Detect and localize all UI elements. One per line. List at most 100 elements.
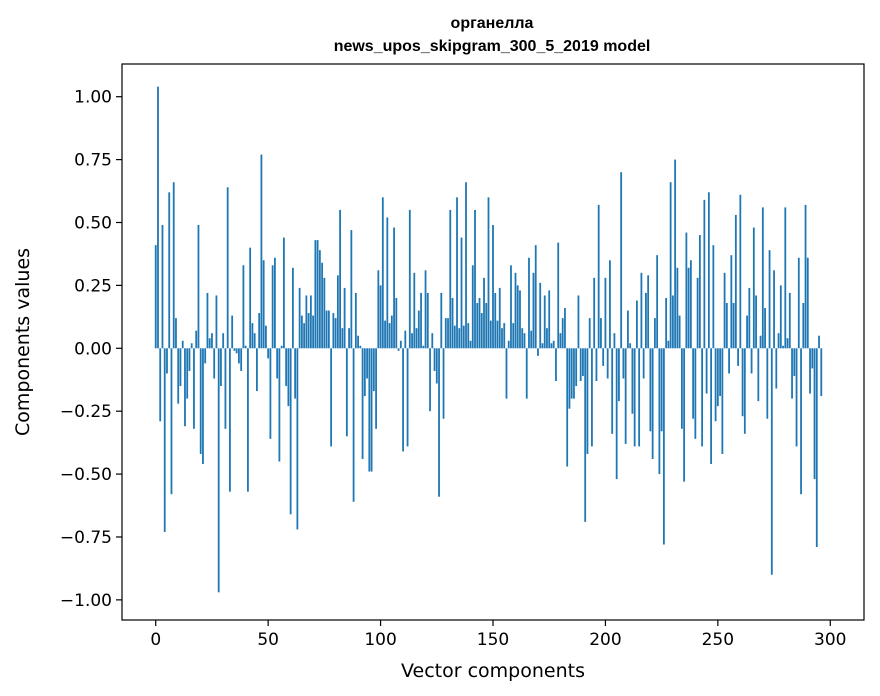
- y-tick-label-3: −0.25: [60, 402, 112, 422]
- bar-component-162: [519, 290, 521, 349]
- bar-component-51: [269, 348, 272, 439]
- bar-component-146: [483, 277, 485, 349]
- bar-component-150: [492, 225, 494, 349]
- bar-component-118: [420, 292, 422, 349]
- bar-component-13: [184, 348, 186, 427]
- chart-subtitle: news_upos_skipgram_300_5_2019 model: [334, 38, 651, 55]
- bar-component-269: [759, 335, 762, 349]
- bar-component-37: [238, 348, 240, 364]
- bar-component-250: [716, 348, 719, 407]
- bar-component-88: [352, 348, 355, 502]
- bar-component-136: [460, 237, 463, 349]
- bar-component-237: [687, 267, 690, 349]
- bar-component-155: [503, 323, 506, 349]
- bar-component-272: [766, 348, 769, 419]
- bar-component-62: [294, 348, 297, 399]
- bar-component-193: [588, 318, 591, 349]
- x-tick-label-6: 300: [814, 630, 846, 650]
- bar-component-59: [287, 348, 290, 407]
- bar-component-219: [647, 275, 650, 349]
- bar-component-15: [188, 348, 191, 371]
- bar-component-265: [750, 348, 753, 374]
- y-tick-label-1: −0.75: [60, 528, 112, 548]
- bar-component-103: [386, 217, 389, 349]
- bar-component-44: [253, 333, 256, 349]
- bar-component-290: [806, 257, 809, 349]
- bar-component-282: [788, 292, 791, 349]
- bar-component-116: [415, 328, 418, 349]
- x-axis: 0 50 100 150 200 250 300: [150, 620, 846, 650]
- bar-component-177: [552, 340, 555, 349]
- bar-component-248: [712, 245, 715, 349]
- bar-component-224: [658, 348, 661, 475]
- y-tick-label-7: 0.75: [74, 151, 112, 171]
- bar-component-261: [741, 348, 744, 417]
- bar-component-10: [177, 348, 180, 404]
- bar-component-190: [582, 348, 584, 376]
- bar-component-147: [485, 303, 488, 349]
- x-tick-label-5: 250: [702, 630, 734, 650]
- chart-title: органелла: [451, 15, 534, 32]
- bar-component-82: [339, 209, 341, 349]
- bar-component-3: [161, 225, 164, 349]
- bar-component-242: [698, 235, 701, 349]
- bar-component-229: [669, 182, 672, 349]
- bar-component-52: [271, 265, 274, 349]
- bar-component-0: [154, 245, 157, 349]
- y-tick-label-0: −1.00: [60, 591, 112, 611]
- bar-component-46: [258, 313, 261, 349]
- bar-component-38: [240, 348, 243, 371]
- bar-component-178: [555, 348, 557, 381]
- bar-component-124: [433, 348, 436, 371]
- x-tick-label-0: 0: [150, 630, 161, 650]
- bar-component-109: [399, 340, 402, 349]
- bar-component-143: [476, 303, 479, 349]
- bar-component-165: [525, 348, 528, 399]
- bar-component-77: [327, 310, 330, 349]
- bar-component-69: [309, 295, 312, 349]
- bar-component-94: [366, 348, 368, 379]
- bar-component-27: [215, 295, 218, 349]
- bar-component-191: [584, 348, 587, 522]
- bar-component-187: [575, 348, 578, 387]
- bar-component-264: [748, 287, 751, 349]
- bar-component-205: [615, 348, 618, 480]
- bar-component-161: [516, 285, 519, 349]
- bar-component-30: [222, 333, 225, 349]
- bar-component-241: [696, 277, 699, 349]
- bar-component-271: [764, 308, 766, 349]
- bar-component-215: [638, 348, 641, 447]
- bar-component-53: [274, 257, 276, 349]
- bar-component-164: [523, 333, 526, 349]
- bar-component-65: [300, 315, 303, 349]
- bar-component-244: [703, 199, 706, 349]
- bar-component-263: [746, 315, 748, 349]
- bar-component-34: [231, 315, 234, 349]
- bar-component-233: [678, 315, 681, 349]
- bar-component-251: [719, 348, 721, 397]
- bar-component-139: [467, 323, 470, 349]
- bar-component-108: [397, 348, 400, 351]
- bar-component-225: [660, 348, 663, 432]
- bar-component-90: [357, 335, 359, 349]
- bar-component-56: [280, 345, 283, 349]
- bar-component-239: [692, 348, 695, 419]
- bar-component-214: [636, 300, 638, 349]
- bar-component-189: [579, 348, 582, 381]
- bar-component-279: [782, 345, 784, 349]
- bar-component-170: [537, 348, 539, 356]
- bar-component-97: [372, 348, 375, 392]
- bar-component-188: [577, 295, 580, 349]
- bar-component-243: [701, 348, 704, 447]
- bar-component-280: [784, 207, 787, 349]
- bar-component-114: [411, 333, 413, 349]
- bar-component-211: [629, 343, 632, 349]
- bar-component-64: [298, 287, 301, 349]
- bar-component-232: [676, 267, 679, 349]
- bar-component-171: [539, 282, 542, 349]
- y-tick-label-5: 0.25: [74, 276, 112, 296]
- bar-component-96: [370, 348, 373, 472]
- bar-component-204: [613, 333, 616, 349]
- x-tick-label-4: 200: [589, 630, 621, 650]
